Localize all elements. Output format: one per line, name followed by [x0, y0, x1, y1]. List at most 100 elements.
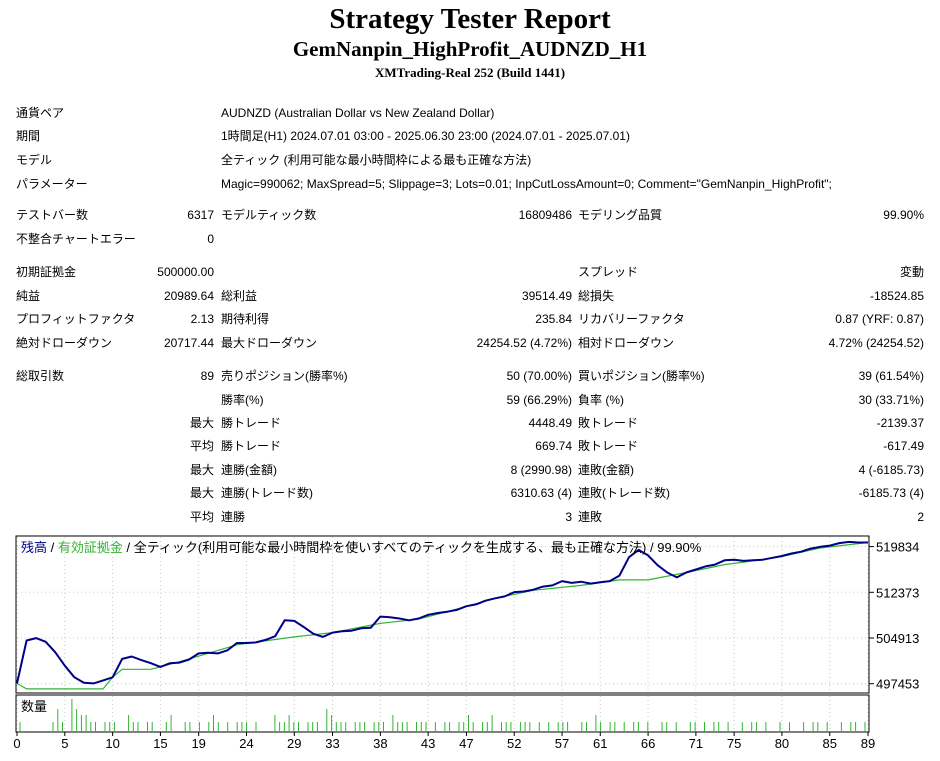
- profit-factor-value: 2.13: [190, 312, 214, 326]
- spread-value: 変動: [899, 265, 924, 279]
- server-build: XMTrading-Real 252 (Build 1441): [374, 65, 566, 80]
- period-value: 1時間足(H1) 2024.07.01 03:00 - 2025.06.30 2…: [221, 129, 630, 143]
- stats-row-profit: 純益 20989.64 総利益 39514.49 総損失 -18524.85: [0, 286, 940, 306]
- stats-row-avg-consec: 平均 連勝 3 連敗 2: [0, 507, 940, 527]
- avg-win-label: 勝トレード: [221, 439, 282, 453]
- info-row-parameters: パラメーター Magic=990062; MaxSpread=5; Slippa…: [0, 174, 940, 194]
- period-label: 期間: [16, 129, 41, 143]
- max-drawdown-label: 最大ドローダウン: [221, 336, 318, 350]
- consec-wins-label: 連勝(金額): [221, 463, 277, 477]
- volume-label: 数量: [21, 699, 47, 714]
- avg-loss-value: -617.49: [883, 439, 924, 453]
- y-axis-ticks: 497453 504913 512373 519834: [869, 540, 919, 692]
- stats-row-trades: 総取引数 89 売りポジション(勝率%) 50 (70.00%) 買いポジション…: [0, 366, 940, 386]
- largest-win-label: 勝トレード: [221, 416, 282, 430]
- avg-consec-losses-label: 連敗: [578, 510, 603, 524]
- model-quality-value: 99.90%: [883, 208, 924, 222]
- profit-factor-label: プロフィットファクタ: [16, 312, 136, 326]
- test-bars-label: テストバー数: [16, 208, 89, 222]
- consec-amount-prefix: 最大: [189, 463, 214, 477]
- stats-row-mismatch: 不整合チャートエラー 0: [0, 229, 940, 249]
- balance-chart: 残高 / 有効証拠金 / 全ティック(利用可能な最小時間枠を使いすべてのティック…: [13, 535, 919, 751]
- expected-payoff-value: 235.84: [535, 312, 572, 326]
- x-tick-label: 15: [153, 736, 167, 751]
- x-tick-label: 57: [555, 736, 569, 751]
- recovery-factor-value: 0.87 (YRF: 0.87): [835, 312, 924, 326]
- net-profit-label: 純益: [16, 289, 41, 303]
- test-bars-value: 6317: [187, 208, 214, 222]
- consec-loss-label: 連敗(トレード数): [578, 486, 670, 500]
- total-trades-label: 総取引数: [16, 369, 65, 383]
- x-tick-label: 61: [593, 736, 607, 751]
- win-rate-value: 59 (66.29%): [506, 393, 572, 407]
- largest-prefix: 最大: [189, 416, 214, 430]
- stats-row-consec-amount: 最大 連勝(金額) 8 (2990.98) 連敗(金額) 4 (-6185.73…: [0, 460, 940, 480]
- x-axis-ticks: 0 5 10 15 19 24 29 33 38 43 47 52 57 61 66 71 75 80 85 89: [13, 732, 875, 751]
- x-tick-label: 71: [689, 736, 703, 751]
- x-tick-label: 85: [823, 736, 837, 751]
- recovery-factor-label: リカバリーファクタ: [578, 312, 685, 326]
- x-tick-label: 5: [61, 736, 68, 751]
- stats-row-consec-count: 最大 連勝(トレード数) 6310.63 (4) 連敗(トレード数) -6185…: [0, 483, 940, 503]
- largest-loss-label: 敗トレード: [578, 416, 639, 430]
- long-positions-value: 39 (61.54%): [858, 369, 924, 383]
- symbol-label: 通貨ペア: [16, 106, 65, 120]
- x-tick-label: 80: [775, 736, 789, 751]
- rel-drawdown-label: 相対ドローダウン: [578, 336, 675, 350]
- model-label: モデル: [16, 153, 53, 167]
- balance-line: [16, 540, 868, 685]
- symbol-value: AUDNZD (Australian Dollar vs New Zealand…: [221, 106, 495, 120]
- gross-loss-value: -18524.85: [869, 289, 924, 303]
- report-title: Strategy Tester Report: [329, 3, 611, 35]
- x-tick-label: 52: [507, 736, 521, 751]
- stats-row-bars: テストバー数 6317 モデルティック数 16809486 モデリング品質 99…: [0, 205, 940, 225]
- x-tick-label: 38: [373, 736, 387, 751]
- legend-equity: 有効証拠金: [58, 540, 123, 555]
- chart-legend: 残高 / 有効証拠金 / 全ティック(利用可能な最小時間枠を使いすべてのティック…: [21, 540, 702, 555]
- avg-consec-wins-label: 連勝: [221, 510, 246, 524]
- stats-row-drawdown: 絶対ドローダウン 20717.44 最大ドローダウン 24254.52 (4.7…: [0, 333, 940, 353]
- abs-drawdown-value: 20717.44: [163, 336, 214, 350]
- legend-balance: 残高: [21, 540, 47, 555]
- largest-win-value: 4448.49: [528, 416, 572, 430]
- abs-drawdown-label: 絶対ドローダウン: [16, 336, 113, 350]
- rel-drawdown-value: 4.72% (24254.52): [828, 336, 924, 350]
- parameters-label: パラメーター: [16, 177, 88, 191]
- report-subtitle: GemNanpin_HighProfit_AUDNZD_H1: [292, 37, 648, 61]
- loss-rate-label: 負率 (%): [578, 393, 624, 407]
- avg-win-value: 669.74: [535, 439, 572, 453]
- model-value: 全ティック (利用可能な最小時間枠による最も正確な方法): [221, 153, 532, 167]
- avg-consec-wins-value: 3: [565, 510, 572, 524]
- x-tick-label: 0: [13, 736, 20, 751]
- avg-loss-label: 敗トレード: [578, 439, 639, 453]
- avg-consec-prefix: 平均: [189, 510, 214, 524]
- short-positions-value: 50 (70.00%): [506, 369, 572, 383]
- net-profit-value: 20989.64: [163, 289, 214, 303]
- gross-profit-value: 39514.49: [521, 289, 572, 303]
- x-tick-label: 66: [641, 736, 655, 751]
- loss-rate-value: 30 (33.71%): [858, 393, 924, 407]
- expected-payoff-label: 期待利得: [221, 312, 270, 326]
- average-prefix: 平均: [189, 439, 214, 453]
- stats-row-largest: 最大 勝トレード 4448.49 敗トレード -2139.37: [0, 413, 940, 433]
- stats-row-factor: プロフィットファクタ 2.13 期待利得 235.84 リカバリーファクタ 0.…: [0, 309, 940, 329]
- model-quality-label: モデリング品質: [578, 208, 663, 222]
- max-drawdown-value: 24254.52 (4.72%): [476, 336, 572, 350]
- largest-loss-value: -2139.37: [876, 416, 924, 430]
- x-tick-label: 43: [421, 736, 435, 751]
- x-tick-label: 10: [105, 736, 119, 751]
- consec-loss-value: -6185.73 (4): [858, 486, 924, 500]
- info-row-model: モデル 全ティック (利用可能な最小時間枠による最も正確な方法): [0, 150, 940, 170]
- consec-wins-value: 8 (2990.98): [510, 463, 572, 477]
- y-tick-label: 519834: [876, 540, 919, 555]
- total-trades-value: 89: [200, 369, 214, 383]
- consec-losses-label: 連敗(金額): [578, 463, 634, 477]
- y-tick-label: 497453: [876, 677, 919, 692]
- model-ticks-label: モデルティック数: [221, 208, 317, 222]
- consec-count-prefix: 最大: [189, 486, 214, 500]
- consec-profit-value: 6310.63 (4): [510, 486, 572, 500]
- y-tick-label: 512373: [876, 585, 919, 600]
- initial-deposit-label: 初期証拠金: [16, 265, 77, 279]
- volume-bars: [19, 699, 866, 731]
- spread-label: スプレッド: [578, 265, 639, 279]
